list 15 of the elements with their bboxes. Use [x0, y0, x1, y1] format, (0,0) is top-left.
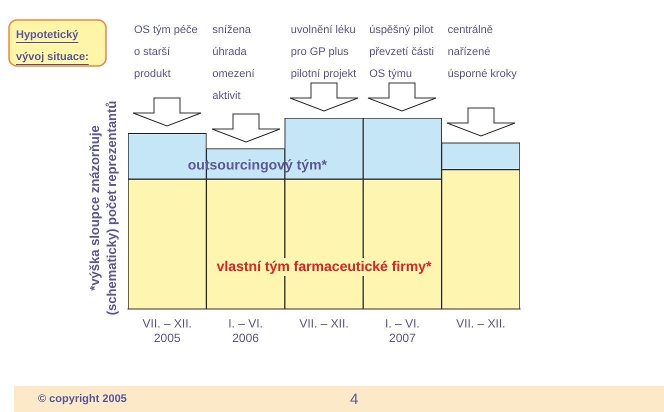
text: © copyright 2005	[38, 393, 127, 405]
text: OS tým péče o starší produkt	[134, 24, 198, 80]
x-tick-label: VII. – XII.	[456, 316, 506, 331]
series-label: vlastní tým farmaceutické firmy*	[216, 258, 432, 274]
text: centrálně nařízené úsporné kroky	[448, 24, 518, 80]
text: snížena úhrada omezení aktivit	[212, 24, 256, 102]
y-axis-title: *výška sloupce znázorňuje (schematicky) počet reprezentantů	[86, 100, 120, 318]
x-tick-label: VII. – XII.	[299, 316, 349, 331]
x-tick-label: I. – VI. 2006	[228, 316, 263, 346]
x-tick-label: VII. – XII. 2005	[142, 316, 192, 346]
text: Hypotetický vývoj situace:	[16, 29, 89, 64]
text: úspěšný pilot převzetí části OS týmu	[369, 24, 434, 80]
text: uvolnění léku pro GP plus pilotní projekt	[290, 24, 356, 80]
x-tick-label: I. – VI. 2007	[385, 316, 420, 346]
text: 4	[350, 391, 358, 408]
